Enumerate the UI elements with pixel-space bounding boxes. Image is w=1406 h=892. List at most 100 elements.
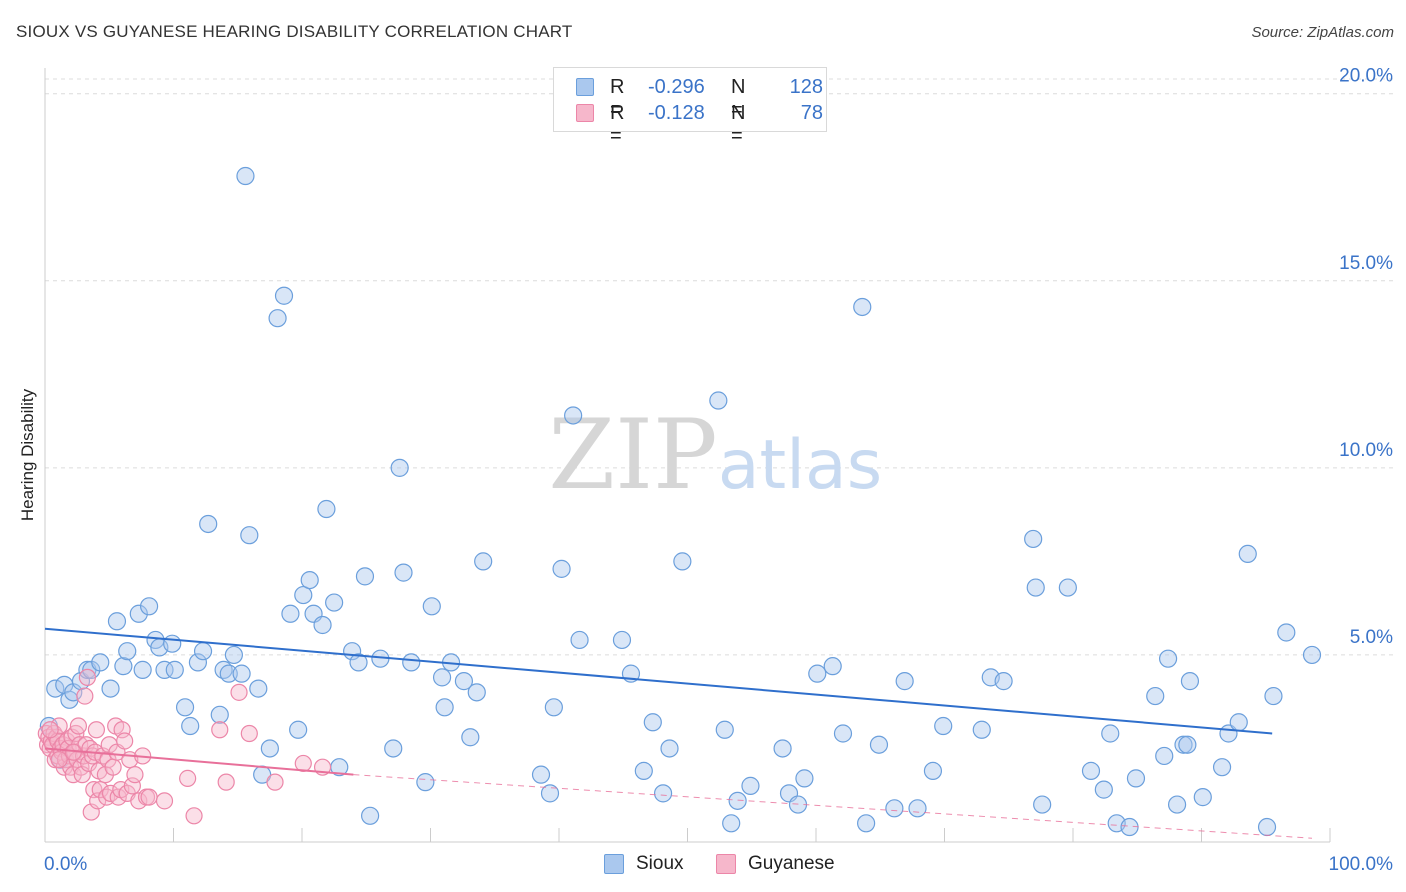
- sioux-point: [1033, 795, 1052, 814]
- sioux-point: [193, 642, 213, 661]
- sioux-point: [133, 660, 152, 679]
- sioux-point: [240, 526, 259, 545]
- sioux-point: [653, 784, 673, 803]
- sioux-point: [544, 698, 563, 717]
- sioux-point: [1146, 686, 1165, 706]
- sioux-point: [1101, 724, 1120, 743]
- sioux-point: [1024, 529, 1043, 549]
- sioux-point: [1180, 672, 1200, 691]
- guyanese-point: [240, 724, 258, 743]
- guyanese-point: [123, 777, 141, 795]
- sioux-point: [1155, 746, 1174, 766]
- sioux-point: [91, 653, 110, 672]
- guyanese-point: [85, 781, 103, 799]
- sioux-point: [416, 773, 435, 792]
- sioux-point: [294, 585, 313, 605]
- series-label-guyanese: Guyanese: [748, 853, 835, 874]
- guyanese-point: [155, 792, 174, 810]
- guyanese-point: [76, 687, 94, 705]
- sioux-point: [994, 672, 1013, 691]
- sioux-point: [129, 604, 148, 623]
- sioux-point: [869, 735, 889, 754]
- sioux-point: [232, 664, 251, 683]
- guyanese-point: [87, 721, 106, 739]
- legend-swatch-sioux: [576, 78, 594, 96]
- watermark-atlas: atlas: [718, 426, 882, 505]
- legend-n-value: 78: [800, 102, 823, 124]
- sioux-point: [384, 739, 403, 758]
- sioux-point: [349, 653, 368, 672]
- sioux-point: [454, 672, 474, 691]
- sioux-point: [1081, 761, 1101, 781]
- sioux-point: [432, 668, 452, 687]
- sioux-point: [236, 166, 255, 186]
- sioux-point: [390, 458, 409, 477]
- sioux-point: [394, 563, 413, 582]
- y-tick-label: 15.0%: [1339, 253, 1393, 274]
- guyanese-point: [140, 788, 158, 806]
- sioux-point: [540, 784, 560, 803]
- sioux-point: [210, 705, 229, 724]
- sioux-point: [643, 713, 662, 732]
- chart-title: SIOUX VS GUYANESE HEARING DISABILITY COR…: [16, 22, 573, 41]
- axes: [44, 68, 1331, 843]
- sioux-point: [281, 604, 300, 623]
- sioux-point: [1167, 795, 1187, 814]
- legend-r-value: -0.296: [648, 76, 705, 98]
- sioux-point: [728, 791, 747, 810]
- tick-labels: 5.0% 10.0% 15.0% 20.0% 0.0% 100.0%: [44, 66, 1393, 875]
- x-tick-label: 0.0%: [44, 854, 87, 875]
- guyanese-point: [179, 769, 197, 787]
- series-swatch-sioux: [604, 854, 624, 874]
- sioux-point: [709, 391, 728, 410]
- guyanese-point: [230, 683, 248, 701]
- sioux-point: [139, 597, 159, 616]
- sioux-point: [823, 657, 842, 676]
- sioux-point: [249, 679, 268, 698]
- source-label: Source: ZipAtlas.com: [1251, 24, 1394, 41]
- sioux-point: [1229, 713, 1248, 732]
- sioux-point: [461, 728, 480, 747]
- guyanese-point: [89, 792, 107, 810]
- watermark: ZIP atlas: [548, 399, 882, 511]
- sioux-point: [402, 653, 421, 672]
- legend-r-value: -0.128: [648, 102, 705, 124]
- sioux-point: [853, 297, 872, 317]
- sioux-point: [1174, 735, 1193, 754]
- data-points: [37, 166, 1322, 837]
- x-tick-label: 100.0%: [1329, 854, 1394, 875]
- series-label-sioux: Sioux: [636, 853, 684, 874]
- sioux-point: [46, 679, 65, 698]
- guyanese-point: [294, 754, 312, 773]
- sioux-point: [181, 716, 200, 736]
- guyanese-point: [211, 721, 229, 739]
- guyanese-point: [185, 807, 203, 825]
- sioux-point: [219, 664, 238, 683]
- legend-n-label: N =: [731, 76, 746, 121]
- grid-lines: [45, 78, 1395, 656]
- sioux-point: [1094, 780, 1113, 799]
- sioux-point: [268, 309, 287, 328]
- sioux-point: [289, 720, 308, 739]
- legend-r-label: R =: [610, 76, 625, 121]
- sioux-point: [1264, 686, 1283, 706]
- guyanese-point: [217, 773, 235, 791]
- sioux-point: [355, 567, 375, 586]
- sioux-point: [795, 769, 814, 788]
- y-tick-label: 20.0%: [1339, 66, 1393, 87]
- sioux-trend-line: [44, 627, 1273, 735]
- sioux-point: [885, 799, 904, 818]
- sioux-point: [260, 739, 279, 758]
- guyanese-point: [104, 758, 122, 776]
- sioux-point: [1178, 735, 1197, 754]
- y-tick-label: 5.0%: [1350, 627, 1393, 648]
- sioux-point: [531, 765, 551, 784]
- sioux-point: [101, 679, 120, 698]
- sioux-point: [564, 406, 583, 425]
- sioux-point: [317, 499, 336, 519]
- sioux-point: [474, 552, 493, 571]
- sioux-point: [808, 664, 827, 683]
- guyanese-point: [116, 732, 134, 750]
- guyanese-point: [50, 751, 68, 769]
